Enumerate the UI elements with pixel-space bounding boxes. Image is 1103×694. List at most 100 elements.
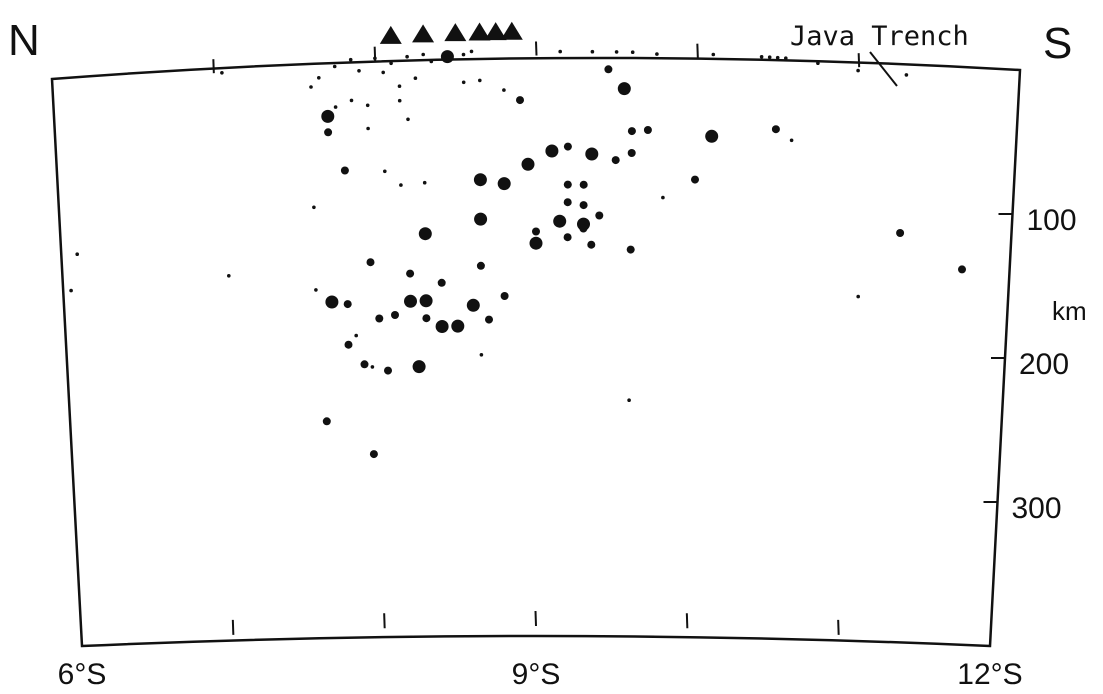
hypocenter-point xyxy=(563,142,572,151)
hypocenter-point xyxy=(413,76,418,80)
latitude-tick-label: 6°S xyxy=(58,658,107,691)
depth-unit-label: km xyxy=(1052,296,1087,326)
hypocenter-point xyxy=(227,274,231,278)
hypocenter-point xyxy=(340,166,349,175)
hypocenter-point xyxy=(384,366,392,375)
top-tick xyxy=(535,41,538,56)
hypocenter-point xyxy=(630,50,635,54)
hypocenter-point xyxy=(627,127,636,136)
hypocenter-point xyxy=(309,85,313,89)
latitude-tick-label: 12°S xyxy=(957,658,1022,691)
hypocenter-point xyxy=(360,360,369,369)
depth-tick-label: 100 xyxy=(1027,204,1077,237)
hypocenter-point xyxy=(422,314,431,323)
depth-ticks xyxy=(983,213,1013,503)
hypocenter-point xyxy=(595,211,604,220)
hypocenter-point xyxy=(453,323,462,332)
hypocenter-point xyxy=(856,294,860,299)
hypocenter-point xyxy=(958,265,966,274)
hypocenter-point xyxy=(466,298,480,312)
hypocenter-point xyxy=(344,340,353,349)
hypocenter-point xyxy=(767,55,772,59)
hypocenter-point xyxy=(532,227,540,236)
hypocenter-point xyxy=(784,56,788,60)
hypocenter-point xyxy=(617,82,631,96)
hypocenter-point xyxy=(585,147,599,161)
hypocenter-point xyxy=(627,398,631,403)
hypocenter-point xyxy=(419,294,433,308)
trench-pointer xyxy=(869,51,898,87)
hypocenter-point xyxy=(381,70,386,75)
hypocenter-point xyxy=(418,227,432,241)
hypocenter-point xyxy=(485,315,493,324)
hypocenter-point xyxy=(611,156,620,165)
hypocenter-point xyxy=(343,300,352,309)
hypocenter-point xyxy=(479,353,484,357)
hypocenter-point xyxy=(383,169,387,174)
hypocenter-point xyxy=(422,180,427,185)
hypocenter-point xyxy=(357,69,361,73)
hypocenter-point xyxy=(553,214,567,228)
hypocenter-point xyxy=(691,175,699,184)
hypocenter-point xyxy=(365,103,370,108)
hypocenter-point xyxy=(314,288,318,292)
depth-tick-labels: 100 200 300 xyxy=(1012,204,1077,525)
hypocenter-point xyxy=(502,88,506,92)
hypocenter-point xyxy=(661,195,665,200)
bottom-tick xyxy=(383,613,386,629)
hypocenter-point xyxy=(412,360,426,374)
hypocenter-point xyxy=(626,245,635,254)
hypocenter-point xyxy=(529,236,543,250)
volcano-triangle xyxy=(468,22,491,41)
hypocenter-point xyxy=(404,294,417,308)
hypocenter-point xyxy=(563,198,572,207)
hypocenter-point xyxy=(373,56,377,61)
hypocenter-point xyxy=(789,138,794,143)
hypocenter-point xyxy=(322,417,331,426)
hypocenter-point xyxy=(435,320,449,333)
hypocenter-point xyxy=(904,73,909,77)
volcano-markers xyxy=(379,21,523,44)
hypocenter-point xyxy=(437,278,446,287)
hypocenter-point xyxy=(406,269,415,278)
hypocenter-point xyxy=(327,296,336,305)
hypocenter-point xyxy=(349,98,354,103)
hypocenter-point xyxy=(516,96,524,105)
hypocenter-point xyxy=(896,229,905,237)
hypocenter-point xyxy=(366,258,375,267)
top-tick xyxy=(857,53,861,68)
bottom-tick xyxy=(534,610,537,627)
hypocenter-point xyxy=(604,65,613,74)
hypocenter-point xyxy=(389,61,393,66)
hypocenter-point xyxy=(332,64,337,69)
hypocenter-point xyxy=(220,71,224,75)
earthquake-hypocenters xyxy=(69,49,966,459)
hypocenter-point xyxy=(397,84,402,88)
volcano-triangle xyxy=(412,24,435,43)
hypocenter-point xyxy=(771,125,780,134)
bottom-tick xyxy=(231,619,235,635)
hypocenter-point xyxy=(563,233,572,242)
hypocenter-point xyxy=(370,365,375,369)
hypocenter-point xyxy=(333,105,338,109)
hypocenter-point xyxy=(461,80,466,85)
hypocenter-point xyxy=(406,117,410,122)
hypocenter-point xyxy=(324,128,333,137)
volcano-triangle xyxy=(500,21,523,40)
volcano-triangle xyxy=(379,25,402,44)
hypocenter-point xyxy=(579,201,588,210)
hypocenter-point xyxy=(655,52,659,56)
top-tick xyxy=(696,43,699,58)
hypocenter-point xyxy=(474,212,488,226)
depth-tick-label: 300 xyxy=(1012,492,1062,525)
hypocenter-point xyxy=(711,52,716,57)
hypocenter-point xyxy=(391,311,399,319)
bottom-tick xyxy=(685,613,689,629)
latitude-tick-labels: 6°S 9°S 12°S xyxy=(58,658,1023,691)
bottom-tick xyxy=(837,619,840,635)
hypocenter-point xyxy=(469,49,474,54)
hypocenter-point xyxy=(461,52,466,57)
hypocenter-point xyxy=(627,149,636,157)
hypocenter-point xyxy=(497,177,511,191)
hypocenter-point xyxy=(397,98,402,103)
